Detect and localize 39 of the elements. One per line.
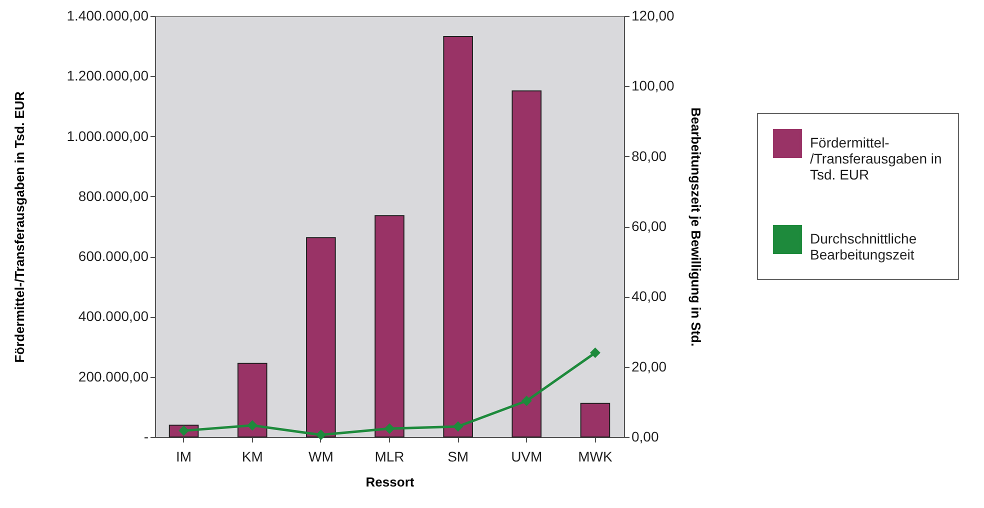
y2-tick-label: 60,00 (632, 218, 667, 234)
bar (512, 90, 542, 438)
point (316, 430, 326, 440)
x-tick-label: MLR (374, 448, 404, 464)
y-tick-label: 600.000,00 (78, 248, 149, 264)
y-tick-label: 400.000,00 (78, 308, 149, 324)
y-tick-label: 1.200.000,00 (66, 68, 149, 84)
bar (443, 36, 473, 438)
x-tick-label: UVM (511, 448, 542, 464)
y2-tick-label: 0,00 (632, 428, 659, 444)
y-tick-label: - (144, 428, 149, 444)
y2-tick-label: 20,00 (632, 358, 667, 374)
x-tick-label: WM (308, 448, 334, 464)
bar (306, 237, 336, 438)
y2-axis-title: Bearbeitungszeit je Bewilligung in Std. (688, 107, 704, 347)
point (521, 396, 532, 406)
bar (237, 362, 268, 438)
y2-tick-label: 100,00 (632, 78, 675, 94)
y-tick-label: 1.400.000,00 (66, 8, 149, 24)
point (247, 420, 258, 431)
x-axis-title: Ressort (366, 474, 415, 490)
x-tick-label: IM (176, 448, 192, 464)
bar (374, 215, 404, 438)
y2-tick-label: 80,00 (632, 148, 667, 164)
point (384, 423, 395, 434)
bar (580, 402, 610, 438)
y-tick-label: 800.000,00 (78, 188, 149, 204)
legend-label: Durchschnittliche Bearbeitungszeit (810, 230, 917, 262)
legend-label: Fördermittel-/Transferausgaben in Tsd. EUR (810, 134, 942, 182)
x-tick-label: KM (242, 448, 263, 464)
y2-tick-label: 40,00 (632, 288, 667, 304)
x-tick-label: SM (448, 448, 469, 464)
point (452, 421, 464, 432)
y2-tick-label: 120,00 (632, 8, 675, 24)
y-tick-label: 200.000,00 (78, 368, 149, 384)
y-tick-label: 1.000.000,00 (66, 128, 149, 144)
y-axis-title: Fördermittel-/Transferausgaben in Tsd. EUR (12, 90, 27, 363)
point (590, 348, 600, 358)
x-tick-label: MWK (578, 448, 613, 464)
